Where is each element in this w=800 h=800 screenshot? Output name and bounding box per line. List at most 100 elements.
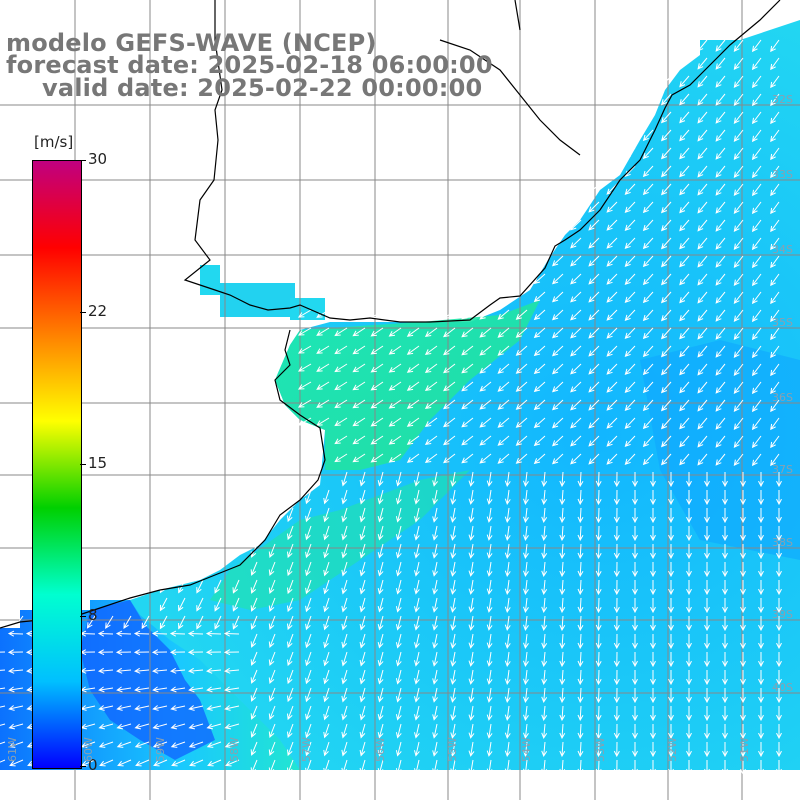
wind-arrow [624, 327, 636, 339]
wind-arrow [316, 399, 330, 408]
wind-arrow [559, 615, 566, 632]
wind-arrow [388, 363, 402, 373]
wind-arrow [359, 507, 366, 523]
wind-arrow [715, 399, 726, 412]
wind-arrow [570, 237, 582, 249]
wind-arrow [577, 687, 584, 704]
wind-arrow [552, 345, 564, 357]
wind-arrow [250, 615, 258, 630]
wind-arrow [359, 525, 366, 541]
wind-arrow [632, 706, 638, 722]
wind-arrow [533, 291, 546, 303]
wind-arrow [341, 543, 348, 559]
wind-arrow [650, 598, 656, 614]
wind-arrow [740, 724, 746, 740]
wind-arrow [650, 490, 656, 506]
wind-arrow [570, 363, 582, 375]
wind-arrow [632, 544, 638, 560]
forecast-date: forecast date: 2025-02-18 06:00:00 [6, 51, 493, 79]
wind-arrow [414, 507, 420, 523]
wind-arrow [624, 453, 636, 465]
wind-arrow [334, 327, 348, 337]
wind-arrow [287, 507, 294, 523]
wind-arrow [377, 705, 384, 721]
wind-arrow [679, 435, 690, 448]
wind-arrow [287, 615, 294, 631]
wind-arrow [443, 327, 456, 338]
wind-arrow [461, 453, 474, 464]
wind-arrow [370, 417, 384, 427]
wind-arrow [523, 669, 529, 685]
wind-arrow [461, 381, 474, 392]
wind-arrow [733, 93, 744, 106]
wind-arrow [770, 399, 780, 413]
wind-arrow [486, 597, 493, 613]
wind-arrow [133, 630, 150, 637]
wind-arrow [98, 686, 114, 693]
wind-arrow [486, 579, 493, 595]
wind-arrow [595, 687, 602, 704]
wind-arrow [715, 201, 726, 214]
wind-arrow [740, 508, 746, 524]
wind-arrow [758, 742, 764, 758]
wind-arrow [679, 363, 690, 376]
wind-arrow [770, 183, 780, 197]
wind-arrow [733, 201, 744, 214]
wind-arrow [305, 651, 312, 667]
wind-arrow [624, 291, 636, 303]
wind-arrow [595, 669, 602, 686]
wind-arrow [359, 561, 366, 577]
wind-arrow [588, 273, 600, 285]
wind-arrow [613, 597, 620, 614]
wind-arrow [668, 634, 674, 650]
wind-arrow [533, 273, 546, 285]
wind-arrow [515, 453, 528, 464]
wind-arrow [697, 291, 708, 304]
wind-arrow [116, 741, 132, 748]
wind-arrow [776, 544, 782, 560]
wind-arrow [468, 651, 475, 667]
wind-arrow [613, 687, 620, 704]
wind-arrow [686, 706, 692, 722]
wind-arrow [523, 597, 529, 613]
wind-arrow [715, 237, 726, 250]
wind-arrow [486, 723, 493, 739]
wind-arrow [533, 417, 546, 429]
wind-arrow [486, 741, 493, 757]
wind-arrow [341, 759, 348, 775]
wind-arrow [188, 667, 204, 674]
wind-arrow [570, 201, 582, 213]
wind-arrow [86, 615, 96, 629]
wind-arrow [697, 147, 708, 160]
wind-arrow [697, 219, 708, 232]
wind-arrow [642, 453, 654, 466]
wind-arrow [414, 561, 420, 577]
wind-arrow [770, 327, 780, 341]
wind-arrow [541, 723, 548, 739]
wind-arrow [588, 201, 600, 213]
wind-arrow [577, 561, 584, 578]
wind-arrow [776, 526, 782, 542]
wind-arrow [287, 561, 294, 577]
wind-arrow [533, 255, 546, 267]
wind-arrow [733, 273, 744, 286]
wind-arrow [650, 580, 656, 596]
colorbar-tick-0: 0 [88, 756, 98, 774]
wind-arrow [595, 561, 602, 578]
wind-arrow [268, 687, 276, 703]
wind-arrow [497, 453, 510, 464]
wind-arrow [660, 291, 672, 304]
green-band [210, 470, 470, 610]
wind-arrow [660, 435, 672, 448]
wind-arrow [624, 309, 636, 321]
wind-arrow [613, 615, 620, 632]
wind-arrow [305, 741, 312, 757]
wind-arrow [316, 381, 330, 390]
wind-arrow [395, 759, 402, 775]
wind-arrow [751, 453, 762, 467]
wind-arrow [740, 490, 746, 506]
wind-arrow [668, 724, 674, 740]
wind-arrow [395, 525, 402, 541]
wind-arrow [751, 93, 762, 107]
